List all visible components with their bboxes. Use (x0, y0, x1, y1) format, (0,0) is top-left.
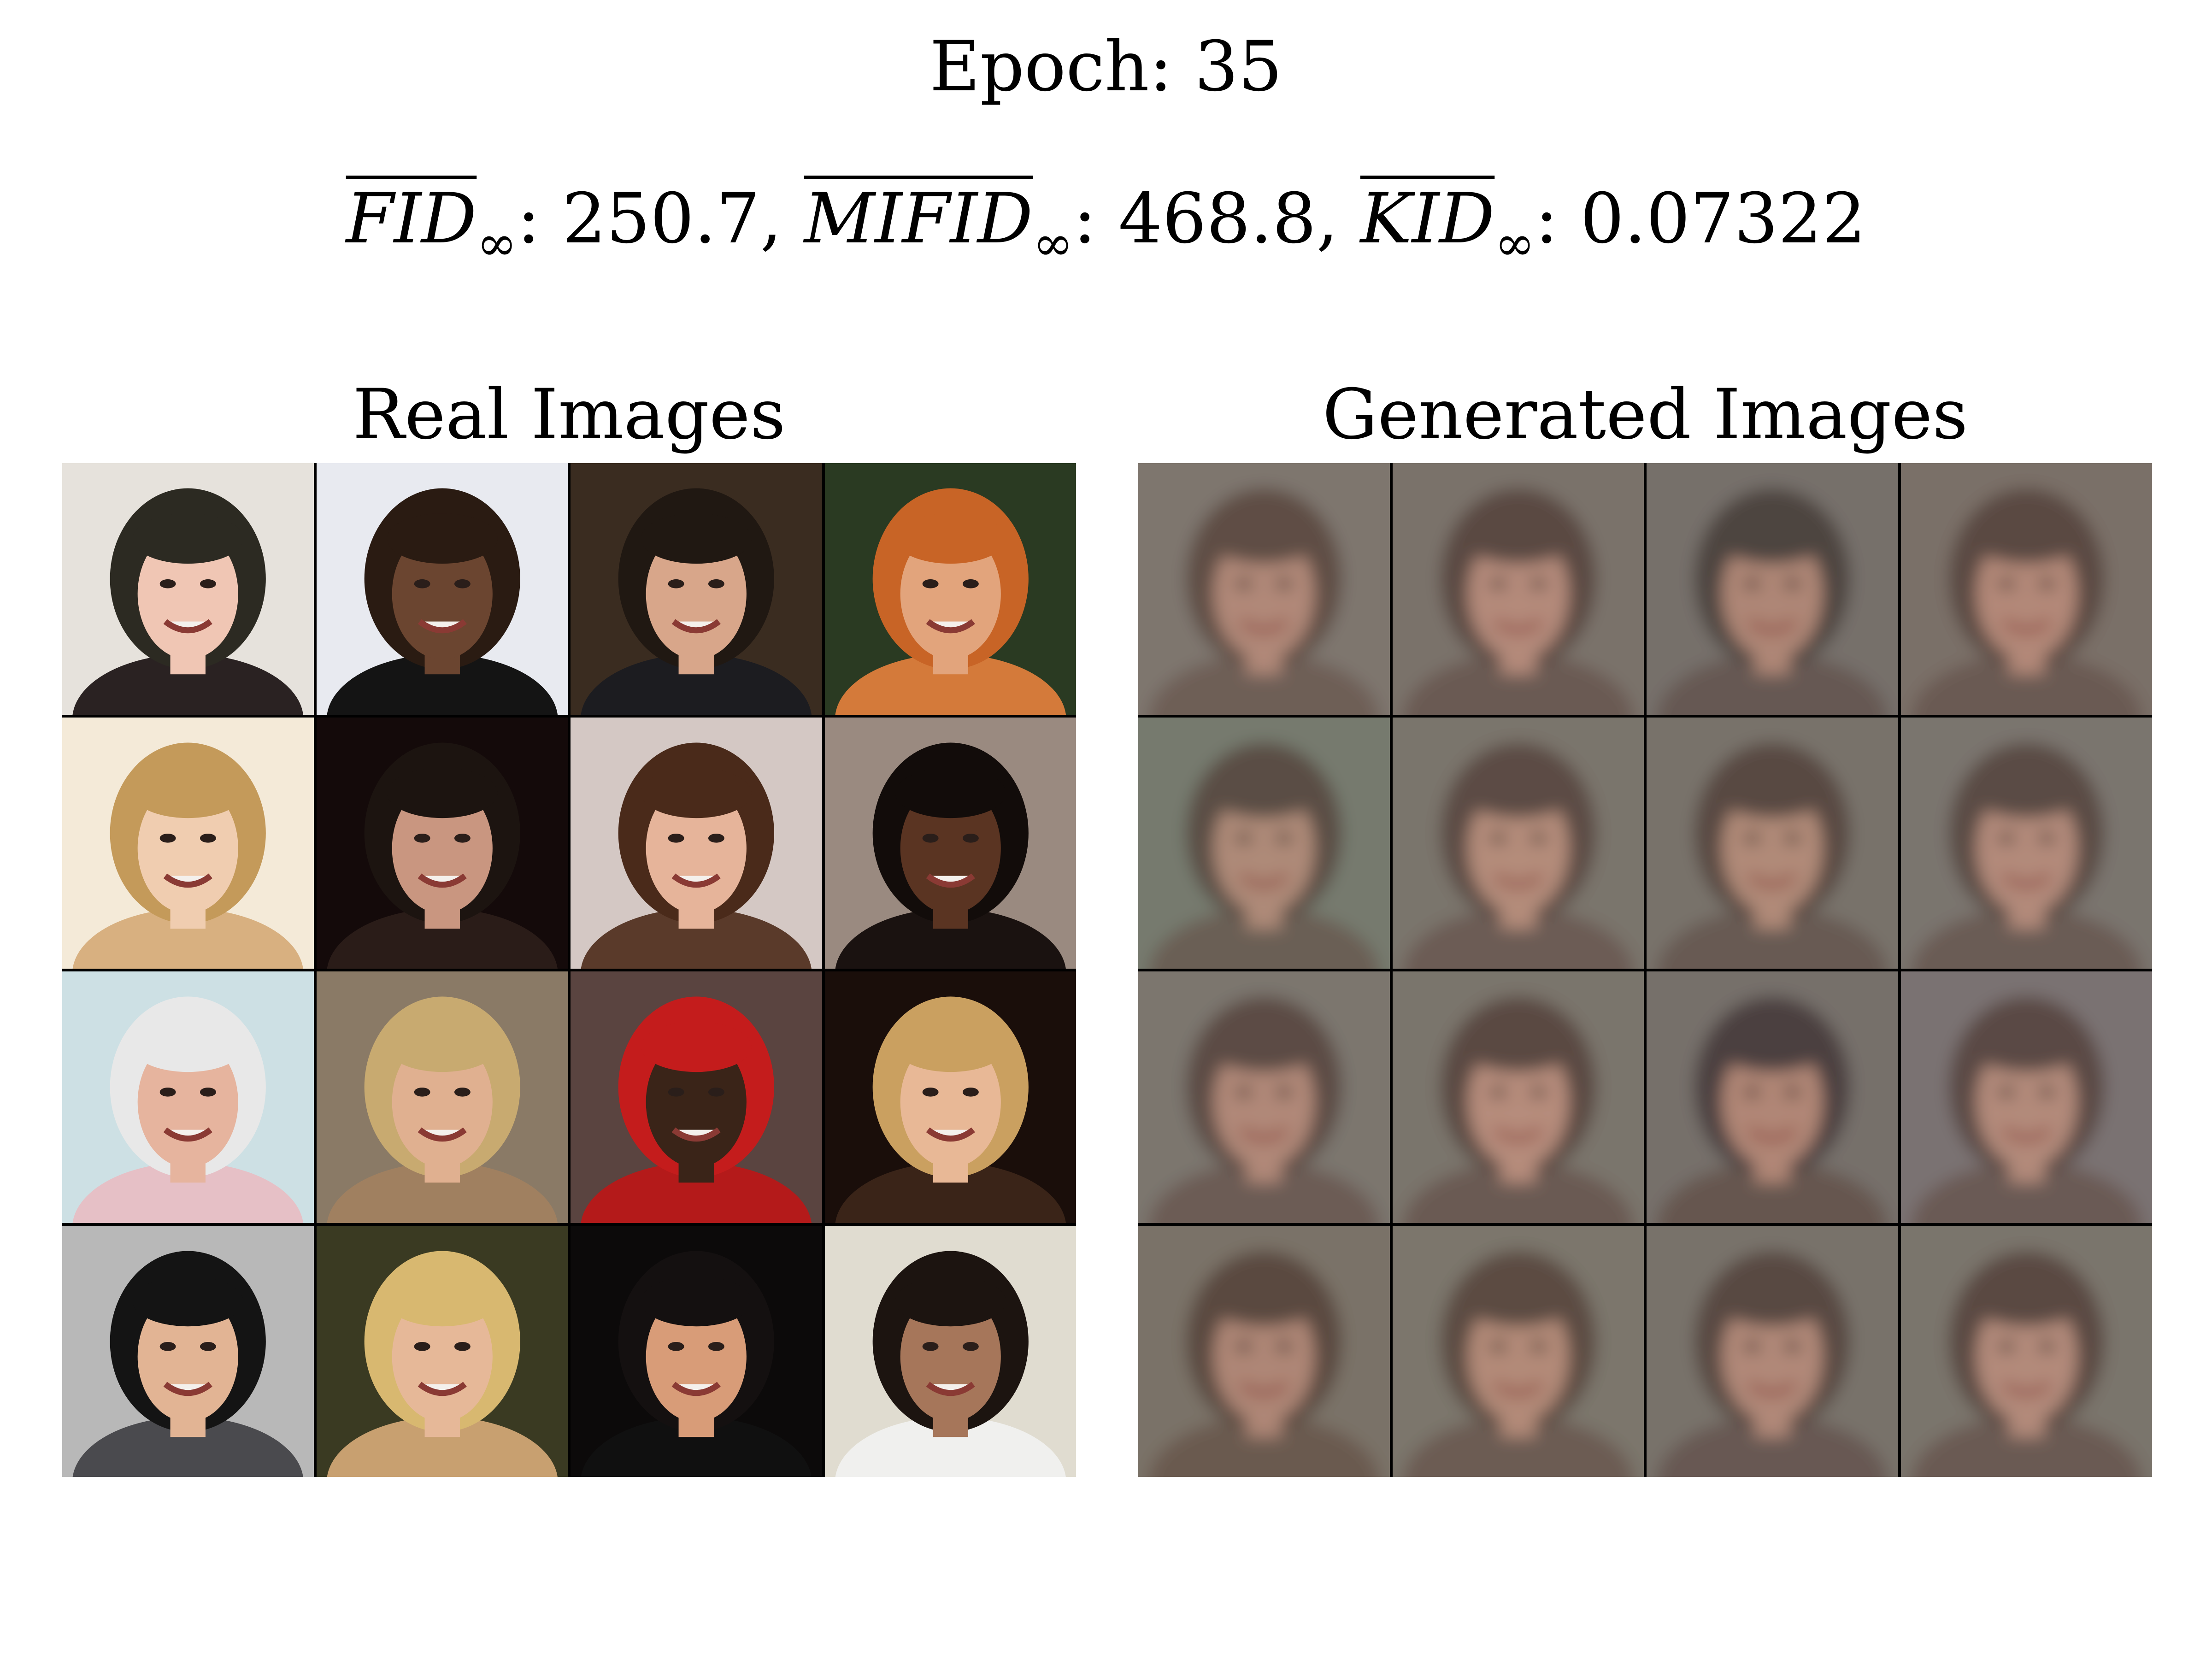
generated-face-image (1647, 971, 1898, 1223)
generated-face-image (1392, 1225, 1644, 1477)
mifid-metric: MIFID∞: 468.8, (804, 179, 1360, 271)
real-face-image (571, 1225, 822, 1477)
real-face-image (824, 717, 1076, 969)
generated-face-image (1900, 1225, 2152, 1477)
mifid-value: 468.8 (1118, 179, 1317, 259)
figure-title: Epoch: 35 (930, 27, 1282, 107)
generated-face-image (1647, 717, 1898, 969)
generated-face-image (1138, 463, 1390, 715)
generated-face-image (1392, 971, 1644, 1223)
generated-images-title: Generated Images (1322, 375, 1968, 455)
real-face-image (824, 463, 1076, 715)
real-face-image (316, 463, 568, 715)
real-face-image (316, 717, 568, 969)
generated-face-image (1900, 463, 2152, 715)
real-face-image (571, 717, 822, 969)
metric-separator: , (760, 179, 804, 259)
real-images-grid (62, 463, 1076, 1477)
fid-value: 250.7 (562, 179, 760, 259)
generated-face-image (1392, 463, 1644, 715)
metric-separator: , (1316, 179, 1360, 259)
kid-subscript: ∞ (1494, 215, 1535, 271)
generated-face-image (1647, 463, 1898, 715)
kid-value: 0.07322 (1580, 179, 1866, 259)
real-face-image (571, 971, 822, 1223)
generated-face-image (1900, 971, 2152, 1223)
real-face-image (316, 971, 568, 1223)
generated-face-image (1647, 1225, 1898, 1477)
mifid-subscript: ∞ (1033, 215, 1073, 271)
real-face-image (62, 463, 314, 715)
generated-images-grid (1138, 463, 2152, 1477)
fid-label: FID (346, 179, 477, 259)
real-face-image (824, 1225, 1076, 1477)
real-images-title: Real Images (353, 375, 786, 455)
real-face-image (571, 463, 822, 715)
real-face-image (62, 717, 314, 969)
kid-label: KID (1360, 179, 1495, 259)
fid-metric: FID∞: 250.7, (346, 179, 804, 271)
generated-face-image (1138, 717, 1390, 969)
kid-metric: KID∞: 0.07322 (1360, 179, 1866, 271)
mifid-label: MIFID (804, 179, 1033, 259)
metrics-line: FID∞: 250.7, MIFID∞: 468.8, KID∞: 0.0732… (0, 177, 2212, 285)
fid-subscript: ∞ (477, 215, 517, 271)
real-face-image (316, 1225, 568, 1477)
generated-face-image (1138, 971, 1390, 1223)
real-face-image (824, 971, 1076, 1223)
real-face-image (62, 971, 314, 1223)
generated-face-image (1392, 717, 1644, 969)
real-face-image (62, 1225, 314, 1477)
generated-face-image (1900, 717, 2152, 969)
generated-face-image (1138, 1225, 1390, 1477)
